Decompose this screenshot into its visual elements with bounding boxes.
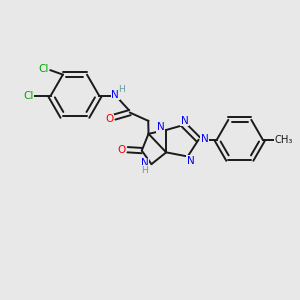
Text: N: N <box>181 116 188 126</box>
Text: N: N <box>187 156 194 166</box>
Text: N: N <box>111 90 119 100</box>
Text: N: N <box>141 158 149 168</box>
Text: Cl: Cl <box>23 91 33 100</box>
Text: O: O <box>118 145 126 155</box>
Text: H: H <box>118 85 125 94</box>
Text: CH₃: CH₃ <box>275 135 293 145</box>
Text: N: N <box>201 134 208 144</box>
Text: Cl: Cl <box>38 64 48 74</box>
Text: N: N <box>157 122 165 132</box>
Text: O: O <box>105 114 113 124</box>
Text: H: H <box>142 166 148 175</box>
